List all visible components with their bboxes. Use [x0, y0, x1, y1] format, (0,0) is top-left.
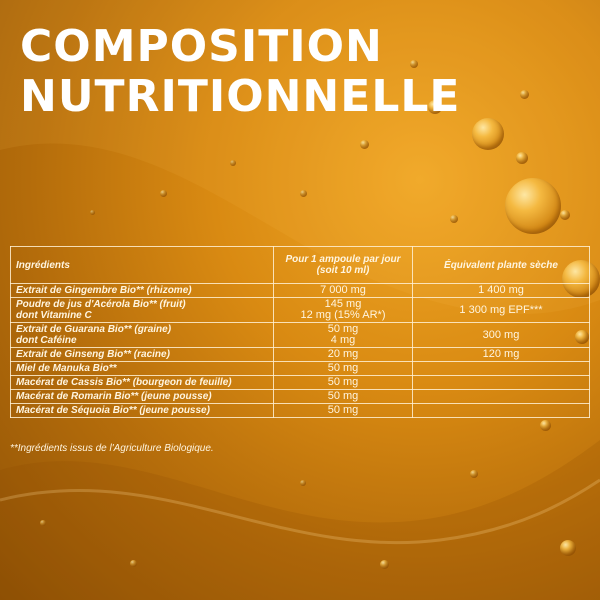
- dose-cell: 50 mg: [273, 361, 413, 376]
- dose-cell: 50 mg: [273, 375, 413, 390]
- ingredient-sub: dont Vitamine C: [16, 310, 92, 321]
- table-row: Extrait de Gingembre Bio** (rhizome) 7 0…: [10, 283, 590, 298]
- bubble: [450, 215, 458, 223]
- table-row: Extrait de Guarana Bio** (graine) dont C…: [10, 322, 590, 348]
- dose-value: 50 mg: [327, 323, 359, 335]
- dose-cell: 20 mg: [273, 347, 413, 362]
- ingredient-cell: Macérat de Cassis Bio** (bourgeon de feu…: [10, 375, 274, 390]
- table-row: Macérat de Cassis Bio** (bourgeon de feu…: [10, 375, 590, 390]
- title-line-1: COMPOSITION: [20, 21, 383, 72]
- dose-sub: 12 mg (15% AR*): [300, 309, 386, 321]
- equivalent-cell: 1 300 mg EPF***: [412, 297, 590, 323]
- bubble: [160, 190, 167, 197]
- ingredient-cell: Extrait de Guarana Bio** (graine) dont C…: [10, 322, 274, 348]
- bubble: [410, 60, 418, 68]
- bubble: [472, 118, 504, 150]
- dose-cell: 7 000 mg: [273, 283, 413, 298]
- ingredient-cell: Macérat de Romarin Bio** (jeune pousse): [10, 389, 274, 404]
- bubble: [300, 480, 306, 486]
- ingredient-cell: Miel de Manuka Bio**: [10, 361, 274, 376]
- equivalent-cell: 300 mg: [412, 322, 590, 348]
- table-row: Poudre de jus d'Acérola Bio** (fruit) do…: [10, 297, 590, 323]
- bubble: [230, 160, 236, 166]
- equivalent-cell: [412, 403, 590, 418]
- dose-cell: 50 mg: [273, 403, 413, 418]
- table-header-row: Ingrédients Pour 1 ampoule par jour (soi…: [10, 246, 590, 284]
- bubble: [40, 520, 46, 526]
- table-row: Macérat de Romarin Bio** (jeune pousse) …: [10, 389, 590, 404]
- dose-cell: 145 mg 12 mg (15% AR*): [273, 297, 413, 323]
- dose-cell: 50 mg: [273, 389, 413, 404]
- footnote: **Ingrédients issus de l'Agriculture Bio…: [10, 443, 214, 454]
- bubble: [360, 140, 369, 149]
- table-row: Macérat de Séquoia Bio** (jeune pousse) …: [10, 403, 590, 418]
- title-line-2: NUTRITIONNELLE: [20, 71, 461, 122]
- equivalent-cell: [412, 389, 590, 404]
- bubble: [470, 470, 478, 478]
- ingredient-cell: Macérat de Séquoia Bio** (jeune pousse): [10, 403, 274, 418]
- equivalent-cell: [412, 375, 590, 390]
- bubble: [380, 560, 389, 569]
- ingredient-cell: Extrait de Gingembre Bio** (rhizome): [10, 283, 274, 298]
- bubble: [505, 178, 561, 234]
- ingredient-sub: dont Caféine: [16, 335, 77, 346]
- bubble: [90, 210, 95, 215]
- bubble: [300, 190, 307, 197]
- bubble: [516, 152, 528, 164]
- header-ingredients: Ingrédients: [10, 246, 274, 284]
- bubble: [130, 560, 137, 567]
- bubble: [560, 210, 570, 220]
- equivalent-cell: 1 400 mg: [412, 283, 590, 298]
- ingredient-name: Poudre de jus d'Acérola Bio** (fruit): [16, 299, 186, 310]
- bubble: [560, 540, 576, 556]
- header-dose: Pour 1 ampoule par jour (soit 10 ml): [273, 246, 413, 284]
- page-title: COMPOSITION NUTRITIONNELLE: [20, 22, 460, 122]
- ingredient-cell: Extrait de Ginseng Bio** (racine): [10, 347, 274, 362]
- bubble: [520, 90, 529, 99]
- equivalent-cell: 120 mg: [412, 347, 590, 362]
- dose-sub: 4 mg: [330, 334, 356, 346]
- table-row: Miel de Manuka Bio** 50 mg: [10, 361, 590, 376]
- bubble: [428, 100, 442, 114]
- dose-cell: 50 mg 4 mg: [273, 322, 413, 348]
- bubble: [540, 420, 551, 431]
- table-row: Extrait de Ginseng Bio** (racine) 20 mg …: [10, 347, 590, 362]
- ingredient-name: Extrait de Guarana Bio** (graine): [16, 324, 172, 335]
- dose-value: 145 mg: [324, 298, 362, 310]
- nutrition-table: Ingrédients Pour 1 ampoule par jour (soi…: [10, 246, 590, 418]
- equivalent-cell: [412, 361, 590, 376]
- header-equivalent: Équivalent plante sèche: [412, 246, 590, 284]
- ingredient-cell: Poudre de jus d'Acérola Bio** (fruit) do…: [10, 297, 274, 323]
